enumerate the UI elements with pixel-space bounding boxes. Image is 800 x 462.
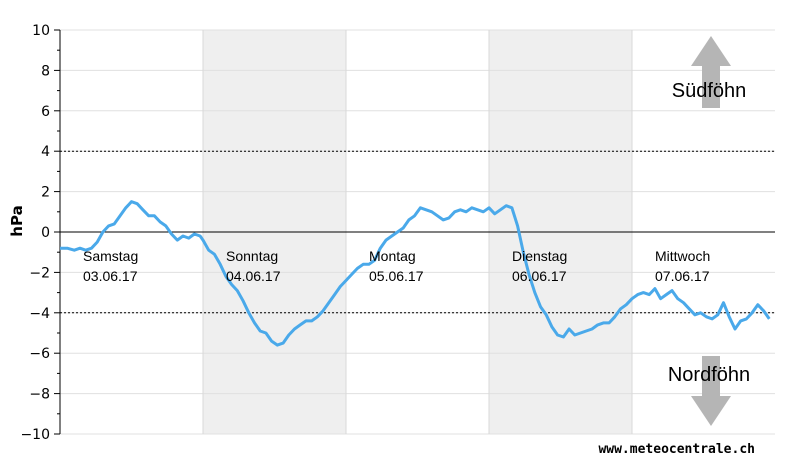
day-date-label: 03.06.17 xyxy=(83,268,138,284)
day-date-label: 05.06.17 xyxy=(369,268,424,284)
y-tick-label: −2 xyxy=(29,265,50,281)
y-tick-label: −10 xyxy=(20,427,50,443)
nordfoehn-label: Nordföhn xyxy=(668,364,750,386)
pressure-difference-line xyxy=(60,200,771,347)
y-tick-label: 8 xyxy=(41,63,50,79)
y-tick-label: 0 xyxy=(41,225,50,241)
day-name-label: Samstag xyxy=(83,248,138,264)
day-name-label: Dienstag xyxy=(512,248,567,264)
y-tick-label: 10 xyxy=(32,23,50,39)
suedfoehn-label: Südföhn xyxy=(672,80,747,102)
suedfoehn-arrow-icon xyxy=(691,36,731,108)
y-tick-label: 6 xyxy=(41,104,50,120)
y-tick-label: 4 xyxy=(41,144,50,160)
y-tick-label: −6 xyxy=(29,346,50,362)
y-axis-label: hPa xyxy=(8,205,26,236)
day-name-label: Montag xyxy=(369,248,416,264)
nordfoehn-arrow-icon xyxy=(691,356,731,426)
labels-layer: 10 8 6 4 2 0 −2 −4 −6 −8 −10 Samstag 03.06.17 Sonntag… xyxy=(20,23,710,443)
day-date-label: 07.06.17 xyxy=(655,268,710,284)
day-date-label: 06.06.17 xyxy=(512,268,567,284)
series-layer xyxy=(60,200,771,347)
axes xyxy=(54,29,775,435)
y-tick-label: −8 xyxy=(29,387,50,403)
reference-lines xyxy=(60,150,775,314)
day-date-label: 04.06.17 xyxy=(226,268,281,284)
y-tick-label: 2 xyxy=(41,185,50,201)
y-tick-label: −4 xyxy=(29,306,50,322)
day-name-label: Mittwoch xyxy=(655,248,710,264)
day-name-label: Sonntag xyxy=(226,248,278,264)
watermark-link[interactable]: www.meteocentrale.ch xyxy=(598,442,755,457)
